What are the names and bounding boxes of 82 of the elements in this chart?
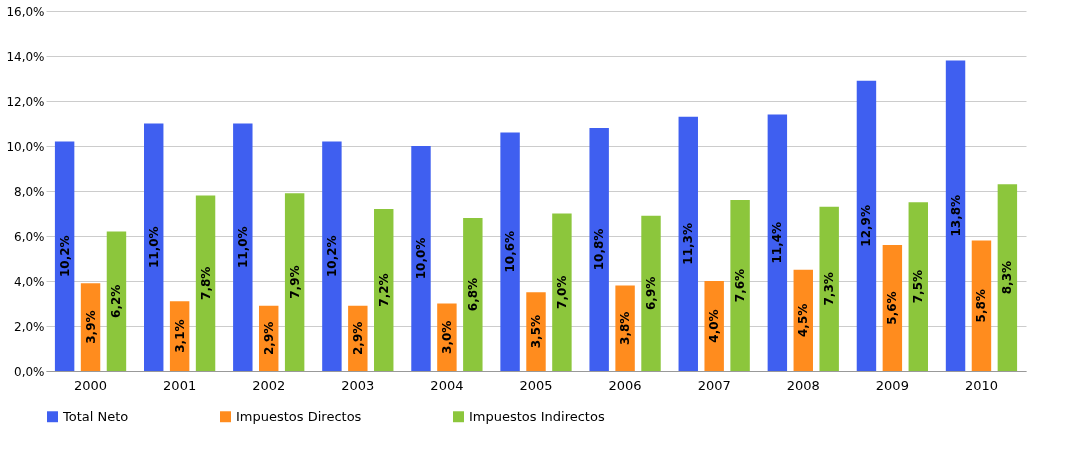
- bar: [284, 193, 305, 371]
- data-label: 3,0%: [439, 320, 454, 354]
- bar: [500, 132, 520, 371]
- data-label: 11,0%: [235, 226, 250, 269]
- data-label: 11,3%: [681, 223, 696, 265]
- data-label: 7,8%: [198, 266, 213, 300]
- data-label: 5,6%: [885, 291, 900, 325]
- x-tick-label: 2010: [964, 377, 998, 393]
- data-label: 10,2%: [57, 235, 72, 278]
- data-label: 6,9%: [644, 276, 659, 311]
- bar: [641, 215, 661, 371]
- data-label: 7,6%: [733, 268, 748, 303]
- y-tick-label: 16,0%: [6, 4, 45, 19]
- bar: [233, 123, 253, 371]
- data-label: 10,6%: [503, 230, 518, 273]
- data-label: 10,8%: [592, 228, 607, 271]
- x-tick-label: 2006: [608, 377, 642, 393]
- bar: [54, 141, 75, 371]
- x-tick-label: 2004: [430, 377, 464, 393]
- y-tick-label: 0,0%: [14, 364, 45, 379]
- data-label: 3,8%: [618, 311, 633, 345]
- data-label: 6,8%: [465, 277, 480, 312]
- bar: [463, 218, 483, 371]
- bar: [411, 146, 431, 371]
- bar: [997, 184, 1018, 371]
- bar: [374, 209, 394, 371]
- data-label: 12,9%: [859, 205, 874, 247]
- legend-label: Impuestos Indirectos: [469, 408, 605, 424]
- bar: [615, 285, 635, 371]
- bar: [882, 245, 903, 371]
- data-label: 13,8%: [948, 194, 963, 237]
- x-tick-label: 2003: [341, 377, 375, 393]
- x-tick-label: 2001: [163, 377, 197, 393]
- y-tick-label: 4,0%: [14, 274, 45, 289]
- y-tick-label: 12,0%: [6, 94, 45, 109]
- data-label: 7,5%: [911, 269, 926, 304]
- bar: [526, 292, 546, 371]
- data-label: 4,5%: [796, 303, 811, 338]
- bar: [322, 141, 342, 371]
- y-tick-label: 14,0%: [6, 49, 45, 64]
- bar: [106, 231, 127, 371]
- data-label: 2,9%: [350, 321, 365, 356]
- bar: [704, 281, 724, 371]
- y-tick-label: 10,0%: [6, 139, 45, 154]
- bar: [195, 195, 216, 371]
- bar: [908, 202, 928, 371]
- bar: [730, 200, 750, 371]
- legend-label: Total Neto: [62, 408, 129, 424]
- legend-label: Impuestos Directos: [236, 408, 362, 424]
- data-label: 3,9%: [83, 310, 98, 344]
- bar: [144, 123, 164, 371]
- data-label: 7,2%: [376, 273, 391, 307]
- data-label: 3,1%: [172, 319, 187, 353]
- bar: [678, 116, 698, 371]
- data-label: 2,9%: [261, 321, 276, 356]
- data-label: 4,0%: [707, 309, 722, 343]
- x-tick-label: 2007: [697, 377, 731, 393]
- bar: [819, 206, 839, 371]
- bar: [945, 60, 966, 371]
- data-label: 10,2%: [324, 235, 339, 278]
- x-tick-label: 2000: [74, 377, 108, 393]
- data-label: 5,8%: [974, 289, 989, 323]
- data-label: 7,0%: [554, 275, 569, 309]
- y-tick-label: 8,0%: [14, 184, 45, 199]
- y-tick-label: 2,0%: [14, 319, 45, 334]
- data-label: 6,2%: [109, 284, 124, 318]
- bar: [856, 80, 877, 371]
- data-label: 7,9%: [287, 265, 302, 299]
- x-tick-label: 2009: [875, 377, 909, 393]
- data-label: 8,3%: [1000, 260, 1015, 295]
- data-label: 10,0%: [413, 237, 428, 280]
- data-label: 7,3%: [822, 272, 837, 306]
- x-tick-label: 2002: [252, 377, 286, 393]
- data-label: 3,5%: [529, 314, 543, 349]
- x-tick-label: 2008: [786, 377, 820, 393]
- data-label: 11,0%: [146, 226, 161, 269]
- bar: [552, 213, 572, 371]
- bar: [589, 128, 609, 371]
- data-label: 11,4%: [770, 221, 785, 264]
- y-tick-label: 6,0%: [14, 229, 45, 244]
- x-tick-label: 2005: [519, 377, 553, 393]
- bar: [767, 114, 788, 371]
